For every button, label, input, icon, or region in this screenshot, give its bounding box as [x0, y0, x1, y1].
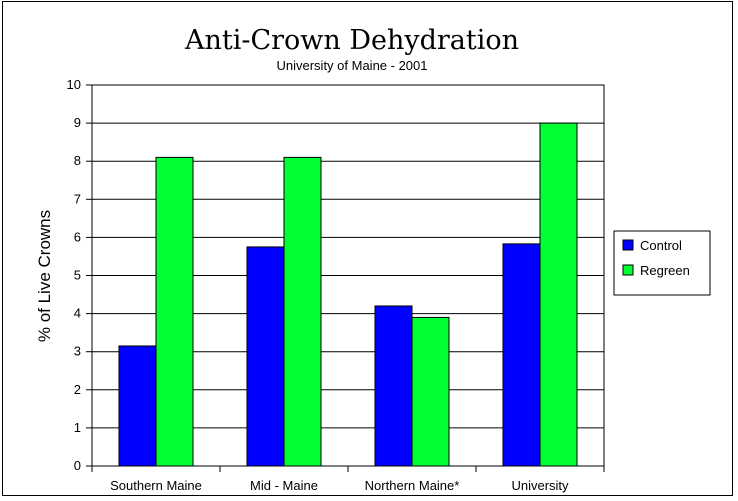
legend-label-control: Control — [640, 238, 682, 253]
legend: Control Regreen — [613, 230, 711, 296]
bar-regreen — [411, 316, 450, 467]
bar-control — [502, 243, 541, 467]
y-tick-label: 2 — [74, 382, 81, 397]
y-tick-label: 9 — [74, 115, 81, 130]
legend-label-regreen: Regreen — [640, 263, 690, 278]
bar-regreen — [283, 156, 322, 467]
legend-box — [613, 230, 711, 296]
y-tick-label: 0 — [74, 458, 81, 473]
x-tick-label: Mid - Maine — [250, 478, 318, 493]
y-axis-label: % of Live Crowns — [35, 210, 54, 342]
legend-swatch-control — [622, 239, 634, 251]
y-tick-label: 5 — [74, 268, 81, 283]
y-tick-label: 10 — [67, 77, 81, 92]
y-tick-label: 4 — [74, 306, 81, 321]
x-tick-label: Southern Maine — [110, 478, 202, 493]
x-tick-label: Northern Maine* — [365, 478, 460, 493]
chart-title: Anti-Crown Dehydration — [184, 25, 519, 56]
y-tick-label: 8 — [74, 153, 81, 168]
bar-control — [118, 345, 157, 467]
chart-subtitle: University of Maine - 2001 — [276, 58, 427, 73]
y-tick-label: 7 — [74, 191, 81, 206]
bar-regreen — [155, 156, 194, 467]
legend-swatch-regreen — [622, 264, 634, 276]
x-tick-label: University — [511, 478, 569, 493]
bar-control — [374, 305, 413, 467]
y-tick-label: 1 — [74, 420, 81, 435]
y-tick-label: 6 — [74, 229, 81, 244]
axes: 0 1 2 3 4 5 6 7 8 9 10 Southern Maine Mid - Maine Nor… — [67, 77, 605, 493]
bar-regreen — [539, 122, 578, 467]
y-tick-label: 3 — [74, 344, 81, 359]
bars — [118, 122, 578, 467]
bar-control — [246, 246, 285, 467]
